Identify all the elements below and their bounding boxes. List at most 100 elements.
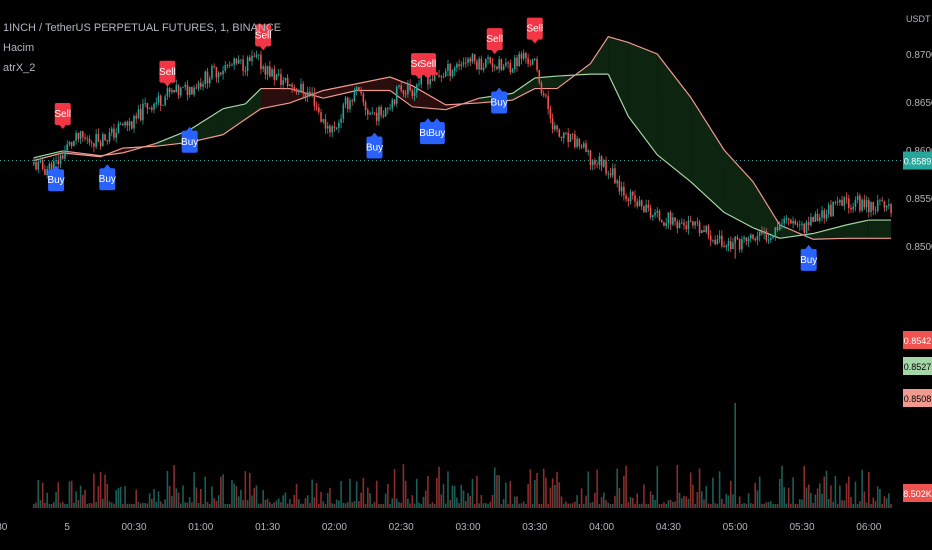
buy-arrow [495,87,504,93]
volume-bar [850,496,852,508]
candle-body [235,58,238,64]
volume-bar [409,503,411,508]
candle-body [311,92,313,94]
volume-bar [834,475,837,508]
volume-bar [605,500,607,508]
volume-bar [177,492,180,508]
volume-bar [315,483,318,508]
volume-bar [863,491,866,508]
volume-bar [627,502,630,508]
atr-band-fill [868,220,892,239]
candle-body [375,112,378,121]
volume-bar [765,502,768,508]
candle-body [460,64,463,67]
volume-bar [262,490,264,508]
volume-bar [467,493,469,508]
candle-body [242,59,244,71]
atr-band-fill [608,36,629,117]
candle-body [678,222,681,229]
candle-body [329,125,331,133]
candle-body [634,195,636,202]
sell-signal-label: Sell [486,28,503,55]
candle-body [772,235,774,239]
volume-bar [770,501,772,508]
volume-bar [119,486,122,508]
volume-bar [144,502,146,508]
sell-signal-label: Sell [54,103,71,130]
candle-body [631,191,634,196]
candle-body [616,180,618,184]
candle-body [781,223,783,225]
candle-body [286,77,289,86]
volume-bar [197,502,200,508]
volume-bar [346,502,349,508]
volume-bar [603,492,605,508]
atr-band-fill [323,83,357,99]
volume-bar [266,498,269,508]
candle-body [574,134,576,148]
volume-bar [97,486,100,508]
volume-bar [663,502,665,508]
volume-bar [549,487,552,508]
candle-body [93,143,95,147]
candle-body [694,221,696,226]
volume-bar [620,503,623,508]
volume-bar [179,503,182,508]
candle-body [562,132,565,139]
volume-bar [440,494,443,508]
candle-body [367,109,369,115]
candle-body [554,125,556,130]
volume-bar [692,484,694,508]
atr-line-segment [189,108,224,131]
volume-bar [792,477,794,508]
candle-body [117,124,120,133]
volume-bar [623,475,625,508]
buy-arrow [432,118,441,124]
candle-body [567,132,569,143]
volume-bar [458,503,460,508]
atr-line-segment [323,89,357,99]
time-tick-label: 03:30 [522,522,547,533]
volume-bar [616,468,618,508]
candle-body [355,87,358,92]
volume-bar [609,503,612,508]
candle-body [433,72,436,81]
candle-body [785,218,788,220]
candle-body [856,195,859,200]
candle-body [556,125,558,130]
volume-bar [614,495,616,508]
volume-bar [353,501,356,508]
candle-body [257,54,260,56]
candle-body [77,132,80,139]
candle-body [701,230,703,234]
volume-bar [687,498,690,508]
candle-body [188,86,191,95]
volume-bar [767,502,770,508]
atr-line-segment [627,116,658,156]
volume-bar [284,492,287,508]
candle-body [84,137,86,139]
volume-bar [93,473,95,508]
volume-bar [669,499,672,508]
volume-bar [447,471,449,508]
volume-bar [796,503,799,508]
volume-bar [736,503,739,508]
candle-body [133,115,135,129]
volume-bar [159,501,162,508]
volume-bar [338,500,340,508]
price-axis-tag: 0.8589 [903,151,932,170]
candle-body [609,173,612,176]
candle-body [88,138,91,143]
volume-bar [658,503,661,508]
candle-body [520,53,523,59]
volume-bar [306,495,309,508]
candle-body [436,72,438,76]
volume-bar [643,484,645,508]
volume-bar [33,503,35,508]
candle-body [542,93,545,96]
volume-bar [135,489,138,508]
candle-body [596,164,598,166]
volume-bar [727,495,730,508]
volume-bar [861,469,863,508]
